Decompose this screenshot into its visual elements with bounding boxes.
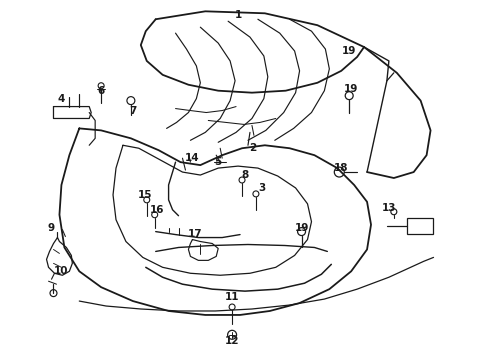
Text: 8: 8 (242, 170, 248, 180)
Text: 9: 9 (48, 222, 55, 233)
Text: 2: 2 (249, 143, 257, 153)
Text: 13: 13 (382, 203, 396, 213)
Text: 4: 4 (58, 94, 65, 104)
Text: 10: 10 (54, 266, 69, 276)
Text: 15: 15 (138, 190, 152, 200)
Text: 11: 11 (225, 292, 239, 302)
Text: 3: 3 (258, 183, 266, 193)
Text: 6: 6 (98, 86, 105, 96)
Text: 1: 1 (234, 10, 242, 20)
Text: 14: 14 (185, 153, 200, 163)
Text: 19: 19 (294, 222, 309, 233)
Text: 5: 5 (215, 157, 222, 167)
Text: 16: 16 (149, 205, 164, 215)
Text: 7: 7 (129, 105, 137, 116)
Text: 19: 19 (342, 46, 356, 56)
Text: 12: 12 (225, 336, 239, 346)
Text: 19: 19 (344, 84, 358, 94)
Text: 17: 17 (188, 229, 203, 239)
Bar (407, 218, 433, 234)
Text: 18: 18 (334, 163, 348, 173)
